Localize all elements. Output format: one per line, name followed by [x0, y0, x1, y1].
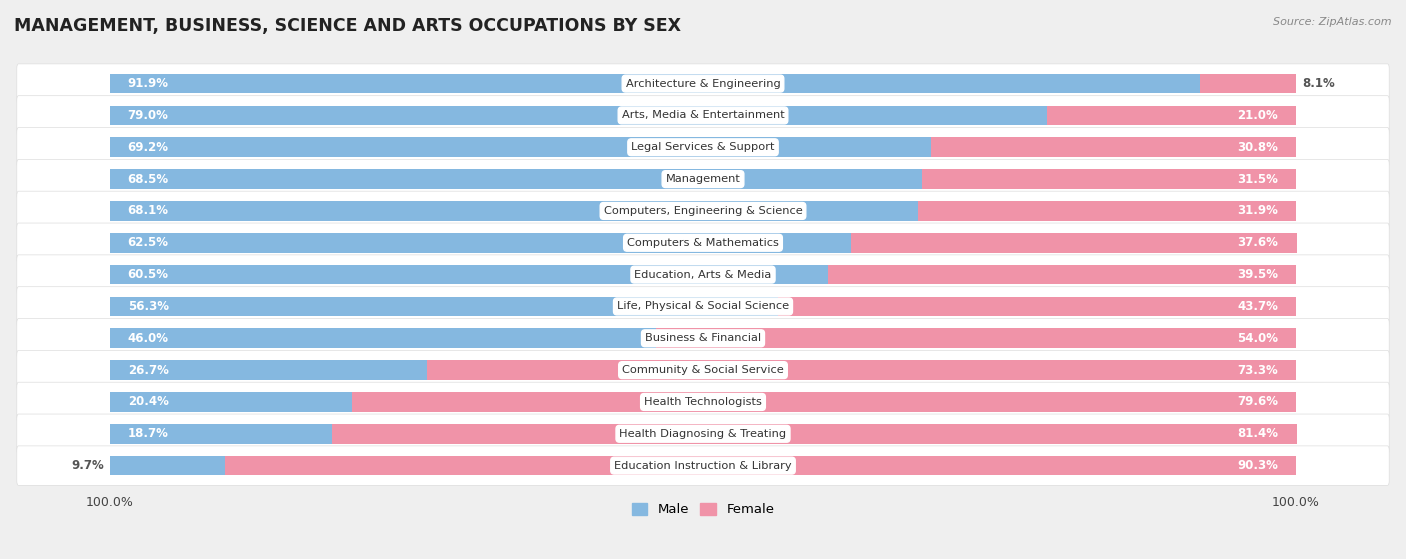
FancyBboxPatch shape [17, 159, 1389, 199]
Text: Education Instruction & Library: Education Instruction & Library [614, 461, 792, 471]
Bar [110, 233, 851, 253]
Bar [110, 297, 778, 316]
Text: Health Diagnosing & Treating: Health Diagnosing & Treating [620, 429, 786, 439]
Bar [110, 265, 828, 285]
Text: 68.1%: 68.1% [128, 205, 169, 217]
Bar [655, 328, 1296, 348]
Bar [110, 392, 352, 412]
Text: Architecture & Engineering: Architecture & Engineering [626, 79, 780, 88]
Text: Education, Arts & Media: Education, Arts & Media [634, 269, 772, 280]
Text: Legal Services & Support: Legal Services & Support [631, 143, 775, 152]
Text: 8.1%: 8.1% [1302, 77, 1334, 90]
Text: 91.9%: 91.9% [128, 77, 169, 90]
Text: 54.0%: 54.0% [1237, 332, 1278, 345]
Text: 9.7%: 9.7% [72, 459, 104, 472]
Text: 90.3%: 90.3% [1237, 459, 1278, 472]
Text: Life, Physical & Social Science: Life, Physical & Social Science [617, 301, 789, 311]
Text: 43.7%: 43.7% [1237, 300, 1278, 313]
FancyBboxPatch shape [17, 446, 1389, 485]
Text: Source: ZipAtlas.com: Source: ZipAtlas.com [1274, 17, 1392, 27]
Bar [851, 233, 1298, 253]
Bar [110, 201, 918, 221]
Text: Community & Social Service: Community & Social Service [621, 365, 785, 375]
FancyBboxPatch shape [17, 223, 1389, 263]
Bar [931, 138, 1296, 157]
Text: 73.3%: 73.3% [1237, 363, 1278, 377]
Bar [1047, 106, 1296, 125]
Text: MANAGEMENT, BUSINESS, SCIENCE AND ARTS OCCUPATIONS BY SEX: MANAGEMENT, BUSINESS, SCIENCE AND ARTS O… [14, 17, 681, 35]
Text: Health Technologists: Health Technologists [644, 397, 762, 407]
Bar [110, 106, 1047, 125]
Text: 81.4%: 81.4% [1237, 427, 1278, 440]
Text: 79.0%: 79.0% [128, 109, 169, 122]
Text: Management: Management [665, 174, 741, 184]
Bar [110, 424, 332, 444]
Text: 30.8%: 30.8% [1237, 141, 1278, 154]
Text: 68.5%: 68.5% [128, 173, 169, 186]
Text: 69.2%: 69.2% [128, 141, 169, 154]
Text: 20.4%: 20.4% [128, 395, 169, 409]
FancyBboxPatch shape [17, 96, 1389, 135]
Text: 46.0%: 46.0% [128, 332, 169, 345]
FancyBboxPatch shape [17, 350, 1389, 390]
Bar [110, 328, 655, 348]
FancyBboxPatch shape [17, 382, 1389, 421]
FancyBboxPatch shape [17, 127, 1389, 167]
FancyBboxPatch shape [17, 191, 1389, 231]
Text: Business & Financial: Business & Financial [645, 333, 761, 343]
Text: 31.9%: 31.9% [1237, 205, 1278, 217]
Bar [426, 360, 1296, 380]
Bar [332, 424, 1298, 444]
FancyBboxPatch shape [17, 255, 1389, 295]
Text: 21.0%: 21.0% [1237, 109, 1278, 122]
Text: 60.5%: 60.5% [128, 268, 169, 281]
Bar [225, 456, 1296, 476]
Text: 56.3%: 56.3% [128, 300, 169, 313]
Text: 39.5%: 39.5% [1237, 268, 1278, 281]
Text: 79.6%: 79.6% [1237, 395, 1278, 409]
Legend: Male, Female: Male, Female [626, 498, 780, 522]
Bar [922, 169, 1296, 189]
Bar [918, 201, 1296, 221]
Bar [1199, 74, 1296, 93]
Text: Computers & Mathematics: Computers & Mathematics [627, 238, 779, 248]
Text: 26.7%: 26.7% [128, 363, 169, 377]
Text: 18.7%: 18.7% [128, 427, 169, 440]
Text: Computers, Engineering & Science: Computers, Engineering & Science [603, 206, 803, 216]
FancyBboxPatch shape [17, 414, 1389, 453]
Bar [110, 360, 426, 380]
FancyBboxPatch shape [17, 319, 1389, 358]
Bar [110, 74, 1199, 93]
Bar [352, 392, 1296, 412]
Bar [110, 169, 922, 189]
Bar [110, 138, 931, 157]
Bar [778, 297, 1296, 316]
Text: 62.5%: 62.5% [128, 236, 169, 249]
FancyBboxPatch shape [17, 64, 1389, 103]
Text: 31.5%: 31.5% [1237, 173, 1278, 186]
Bar [828, 265, 1296, 285]
Bar [110, 456, 225, 476]
Text: Arts, Media & Entertainment: Arts, Media & Entertainment [621, 111, 785, 120]
Text: 37.6%: 37.6% [1237, 236, 1278, 249]
FancyBboxPatch shape [17, 287, 1389, 326]
